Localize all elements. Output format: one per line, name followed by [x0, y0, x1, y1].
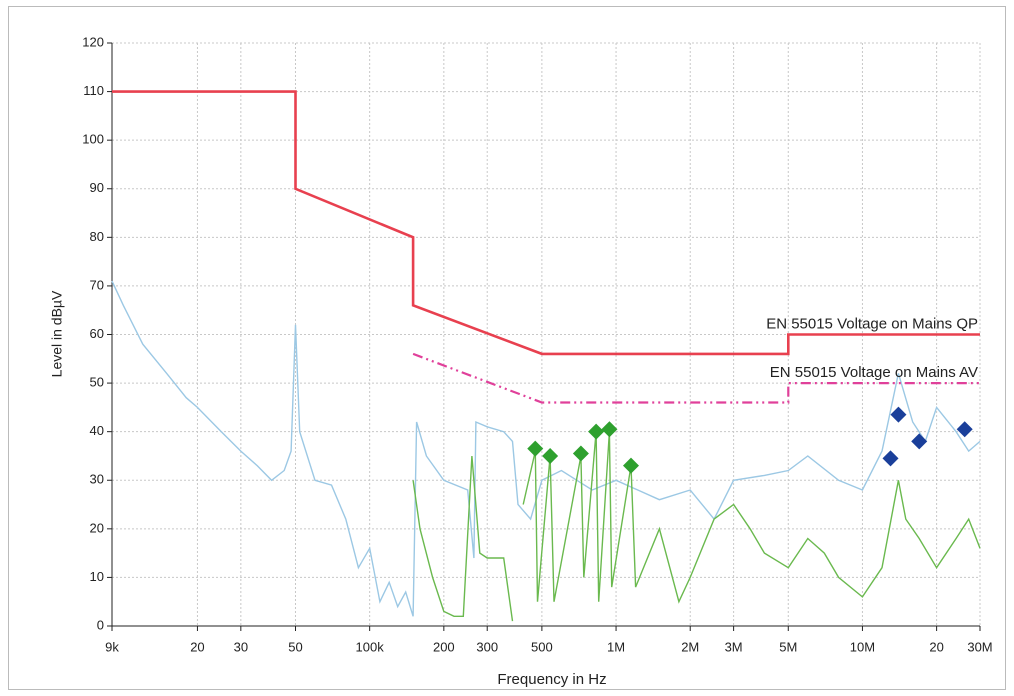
- peak-marker: [572, 445, 589, 462]
- peak-marker: [890, 406, 907, 423]
- x-tick-label: 10M: [850, 639, 875, 654]
- y-tick-label: 10: [90, 569, 104, 584]
- peak-marker: [527, 440, 544, 457]
- y-tick-label: 110: [83, 83, 104, 98]
- y-tick-label: 20: [90, 520, 104, 535]
- limit-label: EN 55015 Voltage on Mains QP: [766, 315, 978, 332]
- series-line: [112, 90, 980, 356]
- x-tick-label: 3M: [725, 639, 743, 654]
- peak-marker: [882, 450, 899, 467]
- x-tick-label: 20: [190, 639, 204, 654]
- limit-label: EN 55015 Voltage on Mains AV: [770, 364, 978, 381]
- y-tick-label: 70: [90, 277, 104, 292]
- x-tick-label: 5M: [779, 639, 797, 654]
- x-tick-label: 20: [929, 639, 943, 654]
- x-tick-label: 9k: [105, 639, 119, 654]
- x-tick-label: 50: [288, 639, 302, 654]
- x-tick-label: 300: [476, 639, 498, 654]
- x-axis-label: Frequency in Hz: [497, 671, 606, 688]
- peak-marker: [956, 421, 973, 438]
- y-tick-label: 120: [82, 34, 104, 49]
- peak-marker: [623, 457, 640, 474]
- y-tick-label: 50: [90, 375, 104, 390]
- series-line: [111, 280, 981, 617]
- x-tick-label: 30M: [967, 639, 992, 654]
- x-tick-label: 30: [234, 639, 248, 654]
- frame: [8, 6, 1006, 690]
- y-tick-label: 30: [90, 472, 104, 487]
- x-tick-label: 200: [433, 639, 455, 654]
- x-tick-label: 1M: [607, 639, 625, 654]
- x-tick-label: 100k: [356, 639, 385, 654]
- x-tick-label: 2M: [681, 639, 699, 654]
- peak-marker: [588, 423, 605, 440]
- y-axis-label: Level in dBµV: [49, 290, 65, 377]
- y-tick-label: 100: [82, 132, 104, 147]
- y-tick-label: 0: [97, 617, 104, 632]
- series-line: [412, 352, 980, 404]
- y-tick-label: 40: [90, 423, 104, 438]
- series-line: [412, 431, 981, 622]
- y-tick-label: 60: [90, 326, 104, 341]
- peak-marker: [542, 447, 559, 464]
- peak-marker: [911, 433, 928, 450]
- y-tick-label: 80: [90, 229, 104, 244]
- peak-marker: [601, 421, 618, 438]
- x-tick-label: 500: [531, 639, 553, 654]
- y-tick-label: 90: [90, 180, 104, 195]
